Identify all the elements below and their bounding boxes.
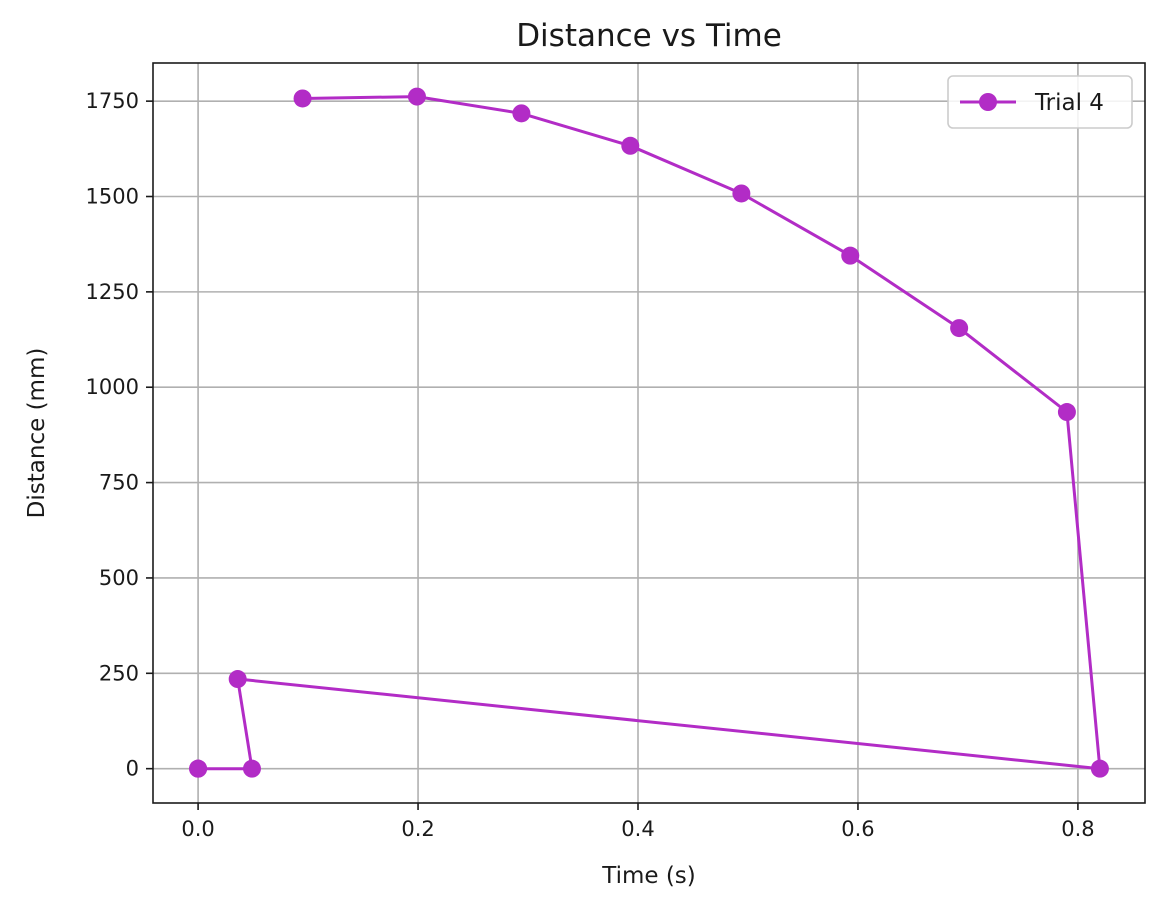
y-tick-label: 1250 bbox=[86, 280, 139, 304]
data-point bbox=[1090, 759, 1109, 778]
x-tick-label: 0.2 bbox=[401, 817, 434, 841]
data-point bbox=[512, 104, 531, 123]
x-tick-label: 0.8 bbox=[1061, 817, 1094, 841]
legend-box bbox=[947, 75, 1133, 129]
chart-title: Distance vs Time bbox=[516, 18, 782, 54]
data-point bbox=[242, 759, 261, 778]
data-point bbox=[621, 136, 640, 155]
grid bbox=[153, 63, 1145, 803]
data-point bbox=[293, 89, 312, 108]
x-axis-label: Time (s) bbox=[601, 863, 696, 889]
data-point bbox=[732, 184, 751, 203]
plot-frame bbox=[152, 62, 1146, 804]
x-tick-label: 0.0 bbox=[181, 817, 214, 841]
y-tick-label: 1000 bbox=[86, 375, 139, 399]
y-tick-label: 750 bbox=[99, 471, 139, 495]
legend-entry-trial-4: Trial 4 bbox=[1034, 90, 1104, 116]
data-point bbox=[407, 87, 426, 106]
data-point bbox=[950, 319, 969, 338]
data-point bbox=[1057, 403, 1076, 422]
legend: Trial 4 bbox=[947, 75, 1133, 129]
x-tick-label: 0.6 bbox=[841, 817, 874, 841]
x-tick-label: 0.4 bbox=[621, 817, 654, 841]
data-point bbox=[228, 670, 247, 689]
y-axis-label: Distance (mm) bbox=[24, 348, 50, 519]
y-tick-label: 1500 bbox=[86, 185, 139, 209]
y-tick-label: 0 bbox=[126, 757, 139, 781]
y-tick-label: 1750 bbox=[86, 89, 139, 113]
legend-marker-swatch bbox=[979, 93, 997, 111]
data-point bbox=[189, 759, 208, 778]
axis-ticks: 0.0 0.2 0.4 0.6 0.8 0 250 500 750 1000 1250 1500 175… bbox=[86, 89, 1095, 841]
plot-series bbox=[189, 87, 1109, 778]
series-line bbox=[198, 95, 1102, 771]
y-tick-label: 250 bbox=[99, 661, 139, 685]
y-tick-label: 500 bbox=[99, 566, 139, 590]
data-point bbox=[841, 246, 860, 265]
